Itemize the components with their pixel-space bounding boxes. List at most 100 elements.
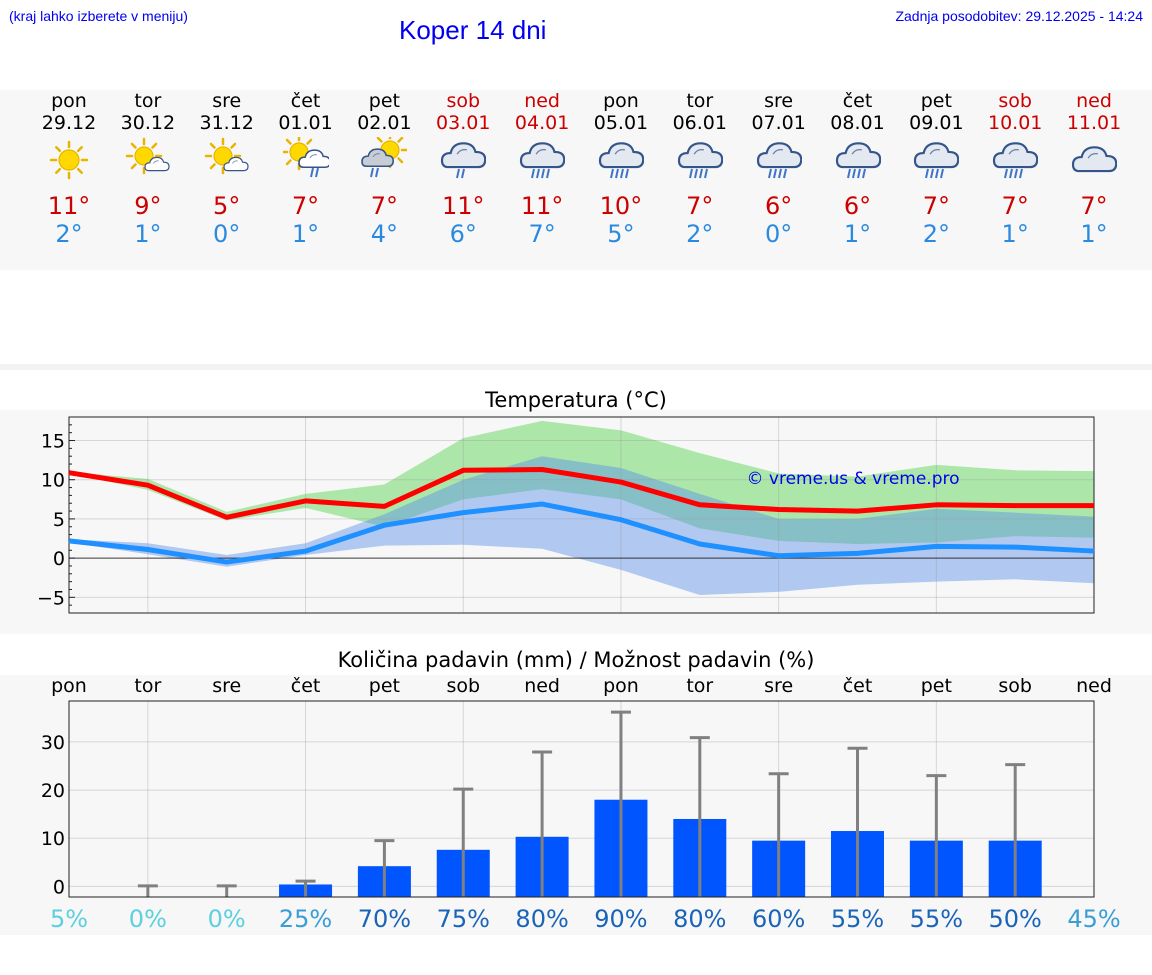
sun-icon: [49, 140, 89, 180]
day-min-temp: 0°: [213, 220, 241, 248]
precip-day-label: sob: [446, 675, 480, 697]
precip-day-label: pon: [603, 675, 639, 697]
day-date: 05.01: [593, 112, 649, 134]
day-name: tor: [134, 90, 162, 112]
tmin-line: [68, 501, 1095, 565]
heavy-rain-cloud-icon: [993, 142, 1039, 179]
precipitation-axes-frame: [68, 700, 1095, 898]
sun-cloud-icon: [204, 137, 249, 175]
precip-probability-label: 75%: [437, 905, 490, 933]
day-max-temp: 10°: [599, 192, 643, 220]
tmin-range-band: [69, 456, 1095, 595]
day-min-temp: 1°: [134, 220, 162, 248]
precip-probability-label: 60%: [752, 905, 805, 933]
day-column: sob 10.01 7° 1°: [975, 90, 1055, 248]
precip-probability-label: 55%: [910, 905, 963, 933]
heavy-rain-cloud-icon: [835, 142, 881, 179]
precip-probability-label: 80%: [673, 905, 726, 933]
tmax-line: [68, 467, 1095, 520]
day-max-temp: 11°: [441, 192, 485, 220]
day-column: ned 04.01 11° 7°: [502, 90, 582, 248]
day-column: čet 08.01 6° 1°: [818, 90, 898, 248]
precip-probability-label: 0%: [129, 905, 167, 933]
heavy-rain-cloud-icon: [756, 142, 802, 179]
precip-probability-label: 5%: [50, 905, 88, 933]
day-min-temp: 1°: [1080, 220, 1108, 248]
precip-probability-label: 90%: [594, 905, 647, 933]
tmax-range-band: [69, 420, 1095, 545]
day-date: 01.01: [278, 112, 333, 134]
day-column: tor 30.12 9° 1°: [108, 90, 188, 248]
y-tick-label: 10: [41, 470, 65, 492]
sun-cloud-rain-icon: [361, 137, 408, 178]
day-min-temp: 2°: [686, 220, 714, 248]
day-date: 04.01: [514, 112, 570, 134]
day-min-temp: 1°: [291, 220, 320, 248]
day-date: 09.01: [909, 112, 964, 134]
last-updated: Zadnja posodobitev: 29.12.2025 - 14:24: [895, 8, 1143, 24]
y-tick-label: 20: [41, 780, 65, 802]
day-min-temp: 4°: [370, 220, 399, 248]
day-column: pet 09.01 7° 2°: [896, 90, 976, 248]
precip-probability-label: 55%: [831, 905, 884, 933]
day-name: ned: [1076, 90, 1112, 112]
day-date: 10.01: [987, 112, 1043, 134]
day-min-temp: 1°: [843, 220, 872, 248]
day-date: 29.12: [41, 112, 97, 134]
day-max-temp: 7°: [1001, 192, 1029, 220]
heavy-rain-cloud-icon: [598, 142, 644, 179]
precipitation-chart-title: Količina padavin (mm) / Možnost padavin …: [337, 648, 815, 672]
day-name: sob: [446, 90, 481, 112]
day-column: tor 06.01 7° 2°: [660, 90, 740, 248]
day-date: 06.01: [672, 112, 727, 134]
day-max-temp: 11°: [520, 192, 564, 220]
location-menu-hint[interactable]: (kraj lahko izberete v meniju): [9, 8, 188, 24]
temperature-axes-frame: [68, 416, 1095, 614]
heavy-rain-cloud-icon: [677, 142, 723, 179]
day-max-temp: 7°: [291, 192, 320, 220]
day-name: sre: [764, 90, 794, 112]
precip-day-label: pet: [921, 675, 952, 697]
day-name: čet: [290, 90, 321, 112]
day-column: sre 31.12 5° 0°: [187, 90, 267, 248]
day-date: 30.12: [120, 112, 176, 134]
heavy-rain-cloud-icon: [520, 142, 566, 179]
day-min-temp: 5°: [607, 220, 635, 248]
day-date: 11.01: [1066, 112, 1122, 134]
day-min-temp: 0°: [765, 220, 793, 248]
precip-probability-label: 25%: [279, 905, 332, 933]
day-max-temp: 7°: [922, 192, 950, 220]
day-max-temp: 11°: [47, 192, 91, 220]
day-column: pon 29.12 11° 2°: [29, 90, 109, 248]
day-min-temp: 2°: [922, 220, 950, 248]
precip-probability-label: 80%: [515, 905, 568, 933]
day-max-temp: 7°: [370, 192, 399, 220]
precip-day-label: čet: [843, 675, 873, 697]
heavy-rain-cloud-icon: [914, 142, 960, 179]
precip-day-label: sre: [212, 675, 241, 697]
precip-day-label: sre: [764, 675, 793, 697]
precip-day-label: čet: [291, 675, 321, 697]
precip-day-label: tor: [134, 675, 161, 697]
day-date: 31.12: [199, 112, 254, 134]
section-separator: [0, 364, 1152, 370]
precip-day-label: tor: [686, 675, 713, 697]
rain-cloud-icon: [441, 142, 487, 179]
day-max-temp: 7°: [686, 192, 714, 220]
y-tick-label: 5: [53, 509, 65, 531]
precip-day-label: ned: [1076, 675, 1112, 697]
precip-probability-label: 45%: [1067, 905, 1120, 933]
day-date: 07.01: [751, 112, 806, 134]
day-date: 02.01: [357, 112, 412, 134]
temperature-chart: −5 0 5 10 15 © vreme.us & vreme.pro: [37, 416, 1095, 614]
day-date: 08.01: [830, 112, 885, 134]
precip-day-label: sob: [998, 675, 1032, 697]
day-column: ned 11.01 7° 1°: [1054, 90, 1134, 248]
precip-day-label: pon: [51, 675, 87, 697]
cloud-icon: [1071, 146, 1118, 173]
precip-probability-label: 0%: [208, 905, 246, 933]
page-title: Koper 14 dni: [399, 15, 547, 45]
day-name: sre: [212, 90, 242, 112]
sun-rain-icon: [282, 137, 329, 178]
day-name: tor: [686, 90, 714, 112]
